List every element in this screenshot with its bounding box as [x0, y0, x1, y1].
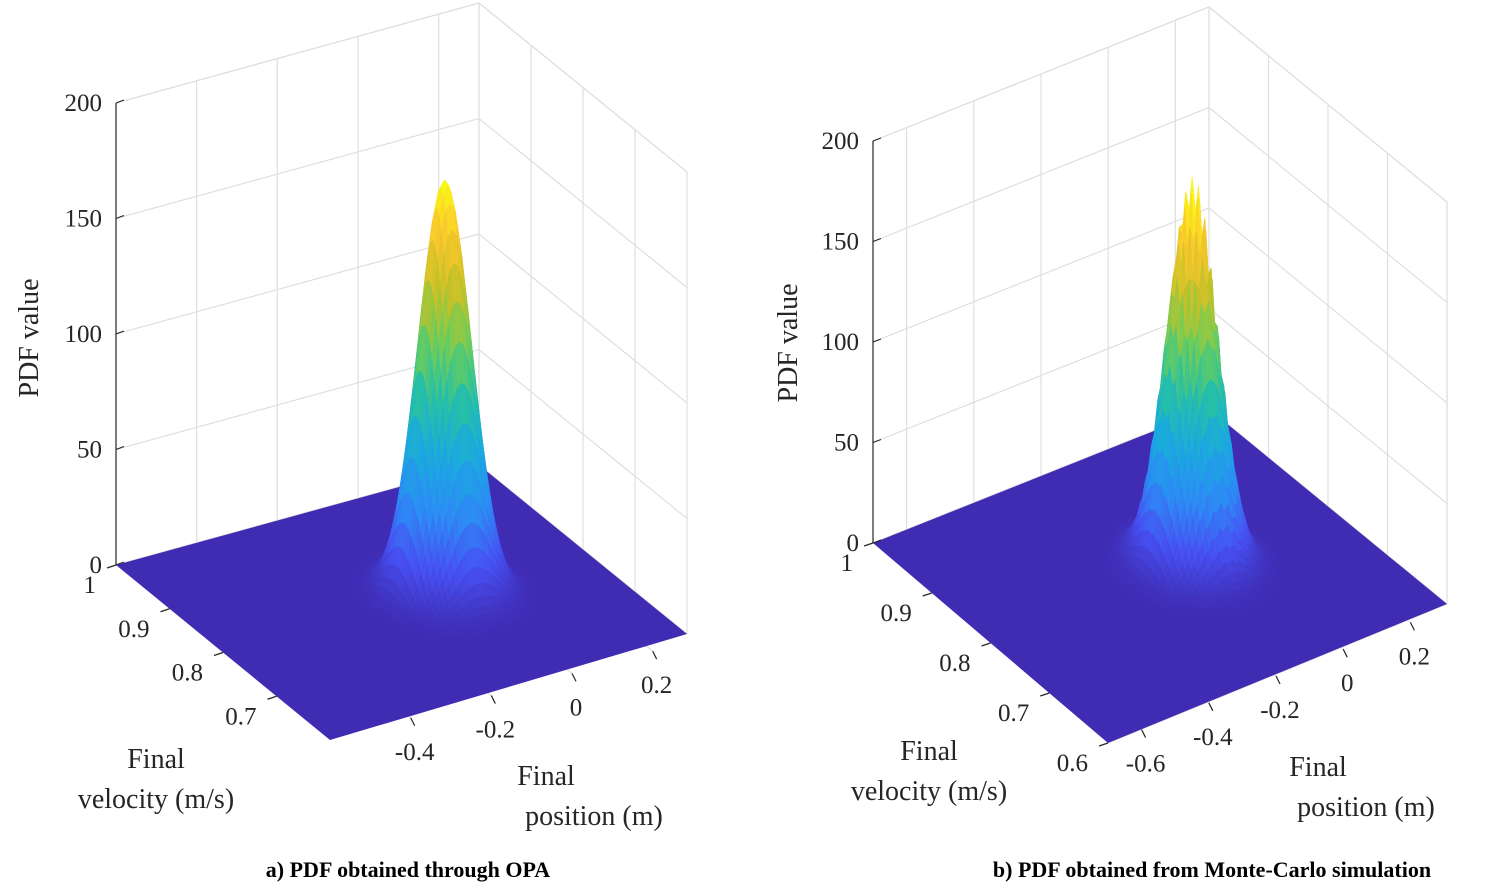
position-tick-mark — [410, 717, 416, 727]
z-tick-mark — [115, 561, 125, 566]
position-axis-label: Final — [1289, 752, 1347, 783]
position-tick-label: 0 — [1341, 670, 1354, 697]
z-tick-label: 100 — [65, 321, 103, 348]
z-tick-label: 200 — [65, 90, 103, 117]
panel-caption: b) PDF obtained from Monte-Carlo simulat… — [993, 857, 1431, 882]
velocity-tick-mark — [981, 642, 991, 647]
velocity-tick-label: 0.6 — [1057, 750, 1088, 777]
position-tick-mark — [1275, 675, 1281, 685]
z-tick-mark — [115, 99, 125, 104]
position-tick-label: -0.4 — [395, 739, 435, 766]
position-tick-label: 0.2 — [641, 672, 672, 699]
z-gridline — [115, 117, 688, 288]
z-tick-mark — [872, 438, 882, 444]
z-tick-mark — [872, 338, 882, 343]
velocity-tick-label: 0.8 — [939, 650, 970, 677]
position-tick-label: -0.4 — [1193, 724, 1233, 751]
z-tick-label: 50 — [834, 430, 859, 457]
surface-patch — [436, 634, 444, 640]
velocity-tick-mark — [922, 592, 932, 597]
position-tick-mark — [1409, 622, 1415, 631]
velocity-tick-mark — [160, 608, 170, 613]
surface-patch — [478, 633, 486, 639]
velocity-tick-mark — [863, 542, 874, 547]
z-tick-label: 100 — [822, 329, 860, 356]
velocity-axis-label: Final — [127, 744, 185, 775]
velocity-tick-mark — [1040, 692, 1050, 697]
z-tick-mark — [115, 445, 125, 451]
velocity-tick-label: 0.9 — [881, 600, 912, 627]
surface-patch — [1207, 615, 1215, 621]
panel-b-monte-carlo: 0 50 100 150 200 1 0.9 0.8 0.7 0.6 -0.6 -0.4 -0.2 0 0.… — [773, 6, 1448, 882]
velocity-tick-label: 0.8 — [172, 660, 203, 687]
velocity-tick-label: 1 — [84, 572, 97, 599]
position-tick-mark — [490, 695, 496, 704]
z-gridline — [872, 6, 1448, 203]
position-tick-mark — [652, 650, 658, 660]
position-axis-label: Final — [517, 761, 575, 792]
box-top-edge — [872, 6, 1448, 203]
position-tick-label: 0 — [570, 694, 583, 721]
velocity-axis-label: velocity (m/s) — [78, 784, 234, 815]
position-axis-label: position (m) — [1297, 792, 1435, 823]
surface-patch — [463, 635, 472, 640]
velocity-tick-label: 1 — [841, 550, 854, 577]
z-tick-label: 150 — [822, 229, 860, 256]
z-tick-label: 0 — [90, 552, 103, 579]
position-tick-mark — [571, 673, 577, 682]
velocity-tick-mark — [213, 651, 224, 657]
velocity-tick-label: 0.9 — [118, 616, 149, 643]
axes: 0 50 100 150 200 1 0.9 0.8 0.7 -0.4 -0.2 0 0.2 PDF va… — [14, 90, 672, 832]
velocity-tick-label: 0.7 — [998, 700, 1029, 727]
velocity-axis-label: velocity (m/s) — [851, 776, 1007, 807]
z-gridline — [872, 106, 1448, 303]
z-axis-label: PDF value — [14, 279, 45, 398]
box-top-edge — [115, 2, 688, 173]
position-tick-label: -0.6 — [1126, 751, 1166, 778]
surface-patch — [1217, 614, 1226, 620]
z-tick-mark — [872, 237, 882, 243]
z-tick-label: 50 — [77, 437, 102, 464]
velocity-tick-mark — [106, 564, 117, 569]
z-tick-mark — [872, 539, 882, 544]
position-tick-label: 0.2 — [1399, 643, 1430, 670]
surface-patch — [1231, 612, 1239, 618]
position-tick-label: -0.2 — [476, 717, 516, 744]
velocity-tick-mark — [1098, 742, 1109, 747]
velocity-axis-label: Final — [900, 736, 958, 767]
axes: 0 50 100 150 200 1 0.9 0.8 0.7 0.6 -0.6 -0.4 -0.2 0 0.… — [773, 128, 1435, 823]
z-gridline — [115, 2, 688, 173]
velocity-tick-label: 0.7 — [225, 703, 256, 730]
z-tick-label: 150 — [65, 206, 103, 233]
pdf-surface — [873, 176, 1447, 743]
position-tick-mark — [1342, 648, 1348, 658]
position-axis-label: position (m) — [525, 801, 663, 832]
z-axis-label: PDF value — [773, 284, 804, 403]
z-tick-mark — [872, 137, 882, 142]
position-tick-mark — [1208, 702, 1214, 712]
z-gridline — [115, 233, 688, 404]
position-tick-label: -0.2 — [1260, 697, 1300, 724]
position-tick-mark — [1141, 729, 1147, 738]
z-tick-mark — [115, 214, 125, 220]
surface-patch — [453, 635, 461, 640]
z-tick-mark — [115, 330, 125, 335]
panel-a-opa: 0 50 100 150 200 1 0.9 0.8 0.7 -0.4 -0.2 0 0.2 PDF va… — [14, 2, 688, 882]
z-tick-label: 0 — [847, 530, 860, 557]
velocity-tick-mark — [267, 695, 277, 700]
pdf-surface — [116, 179, 687, 740]
z-gridline — [872, 207, 1448, 404]
z-tick-label: 200 — [822, 128, 860, 155]
surface-patch — [1191, 615, 1199, 621]
panel-caption: a) PDF obtained through OPA — [266, 857, 551, 882]
